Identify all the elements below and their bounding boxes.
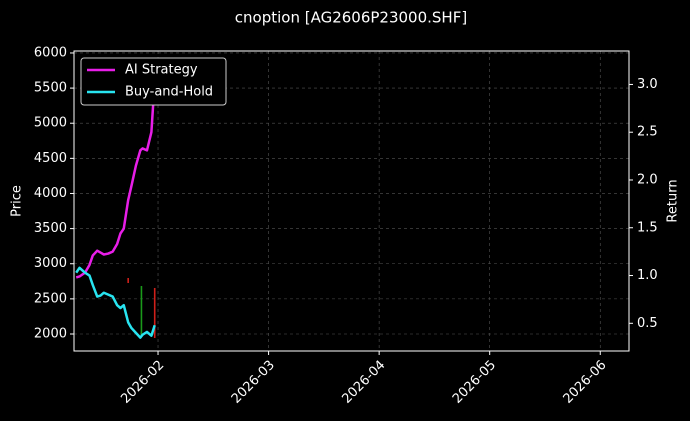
plot-frame bbox=[73, 50, 630, 352]
y2-tick-label: 1.0 bbox=[637, 268, 658, 283]
series-line bbox=[75, 80, 156, 279]
y-axis-label: Price bbox=[10, 185, 25, 217]
y2-tick-label: 2.5 bbox=[637, 125, 658, 140]
chart-title: cnoption [AG2606P23000.SHF] bbox=[235, 9, 467, 27]
legend-label: AI Strategy bbox=[125, 63, 198, 78]
y2-tick-label: 0.5 bbox=[637, 316, 658, 331]
legend: AI Strategy Buy-and-Hold bbox=[80, 57, 227, 106]
y-tick-label: 5500 bbox=[34, 81, 67, 96]
y2-tick-label: 2.0 bbox=[637, 172, 658, 187]
y2-axis-label: Return bbox=[666, 179, 681, 222]
y-tick-label: 4000 bbox=[34, 186, 67, 201]
y-tick-label: 6000 bbox=[34, 45, 67, 60]
y-tick-label: 2000 bbox=[34, 326, 67, 341]
series-line bbox=[75, 266, 156, 339]
legend-box bbox=[80, 57, 227, 106]
y-tick-label: 2500 bbox=[34, 291, 67, 306]
y-tick-label: 4500 bbox=[34, 151, 67, 166]
y-tick-label: 5000 bbox=[34, 116, 67, 131]
y-tick-label: 3500 bbox=[34, 221, 67, 236]
y2-tick-label: 3.0 bbox=[637, 77, 658, 92]
y2-tick-label: 1.5 bbox=[637, 220, 658, 235]
y-tick-label: 3000 bbox=[34, 256, 67, 271]
legend-label: Buy-and-Hold bbox=[125, 85, 213, 100]
